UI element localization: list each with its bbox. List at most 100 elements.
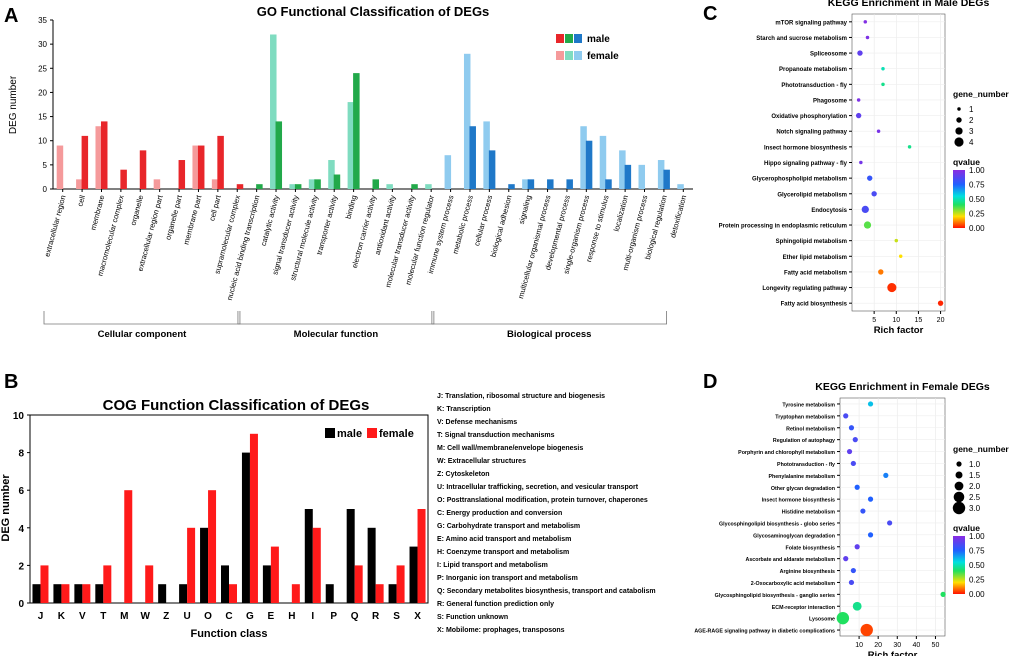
legend-swatch-male <box>556 34 564 43</box>
x-tick-label: cell <box>75 194 87 208</box>
bar-female <box>249 433 258 603</box>
bar-female <box>444 155 452 189</box>
plot-frame <box>839 397 946 637</box>
bar-female <box>289 184 296 189</box>
x-tick-label: membrane part <box>182 193 204 245</box>
cog-description: W: Extracellular structures <box>437 458 526 465</box>
point <box>843 413 849 419</box>
point <box>846 448 853 455</box>
point <box>876 129 881 133</box>
bar-male <box>566 179 573 189</box>
point <box>860 508 866 514</box>
group-bracket <box>43 311 241 325</box>
group-label: Molecular function <box>294 329 379 340</box>
x-tick-label: 30 <box>893 642 901 649</box>
legend-swatch-female <box>574 51 582 60</box>
bar-female <box>61 584 70 603</box>
point <box>937 300 944 306</box>
point <box>867 175 873 181</box>
point <box>881 66 885 71</box>
x-tick-label: E <box>268 611 275 622</box>
cog-description: Q: Secondary metabolites biosynthesis, t… <box>437 588 656 595</box>
pathway-label: Phenylalanine metabolism <box>768 474 835 480</box>
point <box>940 591 946 597</box>
cog-description: R: General function prediction only <box>437 601 554 608</box>
color-legend-label: 0.00 <box>969 590 985 599</box>
y-axis-label: DEG number <box>8 75 19 134</box>
color-legend-title: qvalue <box>953 157 980 167</box>
color-legend-label: 0.50 <box>969 561 985 570</box>
x-tick-label: U <box>183 611 190 622</box>
bar-female <box>677 184 684 189</box>
x-tick-label: Q <box>351 611 359 622</box>
bar-male <box>81 135 89 189</box>
bar-male <box>333 174 341 189</box>
bar-male <box>508 184 515 189</box>
x-tick-label: Z <box>163 611 169 622</box>
size-legend-label: 1.0 <box>969 460 981 469</box>
legend-swatch-male <box>325 428 335 438</box>
pathway-label: Glycosphingolipid biosynthesis - ganglio… <box>715 593 835 599</box>
point <box>855 112 862 119</box>
bar-female <box>417 509 426 603</box>
chart-title: GO Functional Classification of DEGs <box>257 4 490 19</box>
point <box>859 160 863 165</box>
legend-swatch-female <box>367 428 377 438</box>
x-tick-label: detoxification <box>668 194 688 239</box>
color-legend-bar <box>953 536 965 594</box>
bar-female <box>425 184 432 189</box>
pathway-label: Glycerolipid metabolism <box>777 192 847 198</box>
pathway-label: Folate biosynthesis <box>786 545 836 551</box>
size-legend-label: 2.0 <box>969 482 981 491</box>
pathway-label: Glycosaminoglycan degradation <box>753 533 835 539</box>
pathway-label: Phagosome <box>813 98 848 104</box>
legend-label-female: female <box>587 51 619 62</box>
y-tick-label: 35 <box>38 16 47 25</box>
bar-male <box>217 135 224 189</box>
point <box>907 145 912 149</box>
cog-description: Z: Cytoskeleton <box>437 471 490 478</box>
pathway-label: Phototransduction - fly <box>781 83 847 89</box>
bar-female <box>580 126 587 189</box>
point <box>836 611 850 625</box>
bar-male <box>409 546 418 603</box>
pathway-label: AGE-RAGE signaling pathway in diabetic c… <box>694 629 835 635</box>
pathway-label: Retinol metabolism <box>786 426 835 432</box>
cog-description: U: Intracellular trafficking, secretion,… <box>437 484 639 491</box>
bar-female <box>103 565 112 603</box>
chart-title: COG Function Classification of DEGs <box>103 397 370 414</box>
color-legend-label: 0.25 <box>969 576 985 585</box>
cog-description: O: Posttranslational modification, prote… <box>437 497 648 504</box>
color-legend-label: 1.00 <box>969 166 985 175</box>
point <box>843 556 849 562</box>
y-tick-label: 6 <box>18 486 24 497</box>
point <box>887 520 893 526</box>
bar-male <box>158 584 167 603</box>
bar-male <box>95 584 104 603</box>
cog-description: M: Cell wall/membrane/envelope biogenesi… <box>437 445 583 452</box>
legend-swatch-female <box>556 51 564 60</box>
bar-female <box>229 584 237 603</box>
point <box>861 205 869 214</box>
x-tick-label: organelle part <box>163 193 184 241</box>
pathway-label: mTOR signaling pathway <box>775 20 847 26</box>
size-legend-dot <box>955 127 963 135</box>
bar-male <box>100 121 108 189</box>
pathway-label: Tryptophan metabolism <box>775 414 835 420</box>
size-legend-dot <box>953 491 965 503</box>
pathway-label: Propanoate metabolism <box>779 67 847 73</box>
bar-female <box>192 145 199 189</box>
size-legend-dot <box>956 461 962 467</box>
point <box>867 532 874 538</box>
x-tick-label: W <box>140 611 150 622</box>
pathway-label: Histidine metabolism <box>782 510 836 516</box>
point <box>852 601 862 611</box>
bar-female <box>463 53 471 189</box>
bar-female <box>354 565 363 603</box>
bar-male <box>200 527 209 603</box>
bar-female <box>638 164 646 189</box>
go-bar-chart: GO Functional Classification of DEGs DEG … <box>8 4 693 340</box>
point <box>867 496 874 502</box>
x-tick-label: 20 <box>937 317 945 324</box>
